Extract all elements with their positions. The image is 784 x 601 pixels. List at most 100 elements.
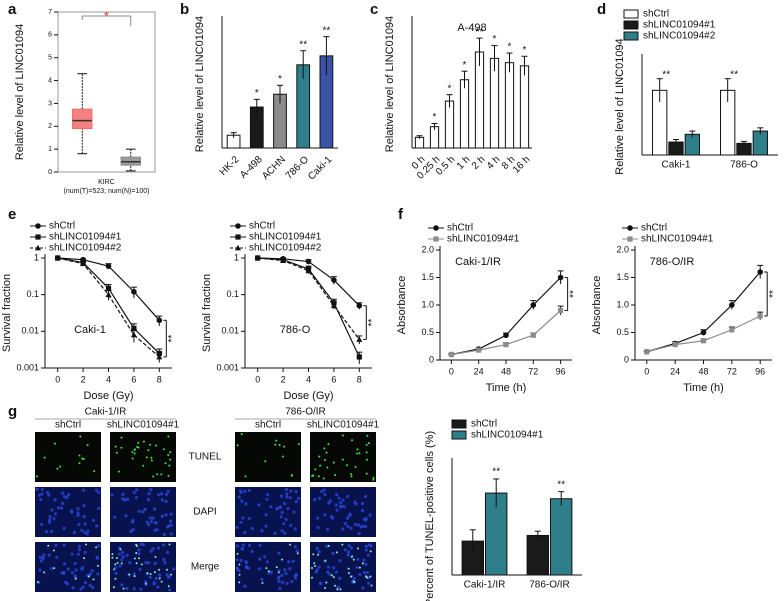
nucleus <box>285 492 289 496</box>
nucleus <box>130 520 135 524</box>
column-label: shLINC01094#1 <box>107 420 180 431</box>
nucleus <box>269 570 273 575</box>
data-point <box>557 274 564 281</box>
nucleus <box>62 526 66 530</box>
nucleus <box>334 570 339 574</box>
nucleus <box>82 515 86 519</box>
bar <box>504 62 515 149</box>
panel-letter: f <box>398 206 404 223</box>
tunel-spot <box>327 443 330 446</box>
tunel-spot <box>281 558 284 561</box>
data-point <box>729 327 735 333</box>
nucleus <box>137 552 141 556</box>
nucleus <box>247 516 252 521</box>
nucleus <box>346 550 351 554</box>
y-axis-label: Absorbance <box>591 276 603 335</box>
nucleus <box>349 546 354 550</box>
tunel-spot <box>364 575 367 578</box>
nucleus <box>319 489 324 494</box>
data-point <box>700 338 707 344</box>
tunel-spot <box>154 444 157 447</box>
y-tick-label: 1 <box>34 252 39 262</box>
tunel-spot <box>296 552 299 555</box>
nucleus <box>38 568 42 572</box>
tunel-spot <box>135 543 138 546</box>
nucleus <box>114 566 118 570</box>
nucleus <box>134 496 139 500</box>
nucleus <box>47 520 52 524</box>
nucleus <box>289 523 293 527</box>
data-point <box>644 349 650 355</box>
tunel-spot <box>169 458 172 461</box>
tunel-spot <box>290 474 293 477</box>
tunel-spot <box>56 467 59 470</box>
nucleus <box>135 488 139 492</box>
nucleus <box>70 552 74 556</box>
series-line <box>57 257 160 354</box>
nucleus <box>326 570 330 574</box>
nucleus <box>244 561 248 565</box>
nucleus <box>120 583 124 587</box>
y-tick-label: 0.001 <box>16 362 39 372</box>
tunel-spot <box>96 564 99 567</box>
legend-swatch <box>451 419 467 429</box>
significance: ** <box>167 335 178 343</box>
legend-label: shLINC01094#1 <box>49 232 122 243</box>
y-tick-label: 0 <box>429 354 434 364</box>
nucleus <box>153 561 157 565</box>
nucleus <box>160 498 164 502</box>
tunel-spot <box>361 562 364 565</box>
tunel-spot <box>87 575 90 578</box>
tunel-spot <box>267 570 270 573</box>
nucleus <box>240 546 244 551</box>
significance: ** <box>662 69 670 80</box>
nucleus <box>284 517 288 521</box>
bar <box>489 57 500 149</box>
nucleus <box>283 502 287 506</box>
nucleus <box>316 526 320 530</box>
significance: * <box>255 88 259 99</box>
nucleus <box>235 558 239 562</box>
tunel-spot <box>275 439 278 442</box>
y-axis-label: Relative level of LINC01094 <box>194 16 206 152</box>
significance: * <box>448 83 452 94</box>
y-tick-label: 5 <box>48 55 52 62</box>
plot-frame <box>57 11 156 173</box>
nucleus <box>81 585 85 589</box>
data-point <box>156 353 163 360</box>
significance: ** <box>323 25 331 36</box>
nucleus <box>290 580 294 584</box>
legend-marker <box>433 225 439 231</box>
nucleus <box>113 515 117 519</box>
nucleus <box>44 529 49 534</box>
nucleus <box>263 555 267 559</box>
nucleus <box>317 550 321 554</box>
nucleus <box>361 586 365 590</box>
tunel-spot <box>162 448 165 451</box>
tunel-spot <box>275 566 278 569</box>
data-point <box>757 313 763 319</box>
tunel-spot <box>52 549 55 552</box>
y-tick-label: 7 <box>48 9 52 16</box>
nucleus <box>114 571 118 575</box>
nucleus <box>362 570 366 575</box>
nucleus <box>235 544 239 548</box>
nucleus <box>267 571 271 575</box>
data-point <box>530 332 536 338</box>
tunel-spot <box>145 456 148 459</box>
tunel-spot <box>168 543 171 546</box>
legend-marker <box>35 223 41 229</box>
tunel-spot <box>92 578 95 581</box>
tunel-spot <box>142 440 145 443</box>
nucleus <box>358 572 362 577</box>
data-point <box>476 347 482 353</box>
panel-letter: a <box>8 1 17 18</box>
nucleus <box>143 580 148 584</box>
tunel-spot <box>114 577 117 580</box>
x-axis-label: KIRC <box>98 179 115 186</box>
nucleus <box>45 490 50 495</box>
y-tick-label: 2 <box>48 123 52 130</box>
tunel-spot <box>278 443 281 446</box>
data-point <box>131 288 137 295</box>
tunel-spot <box>372 476 375 479</box>
